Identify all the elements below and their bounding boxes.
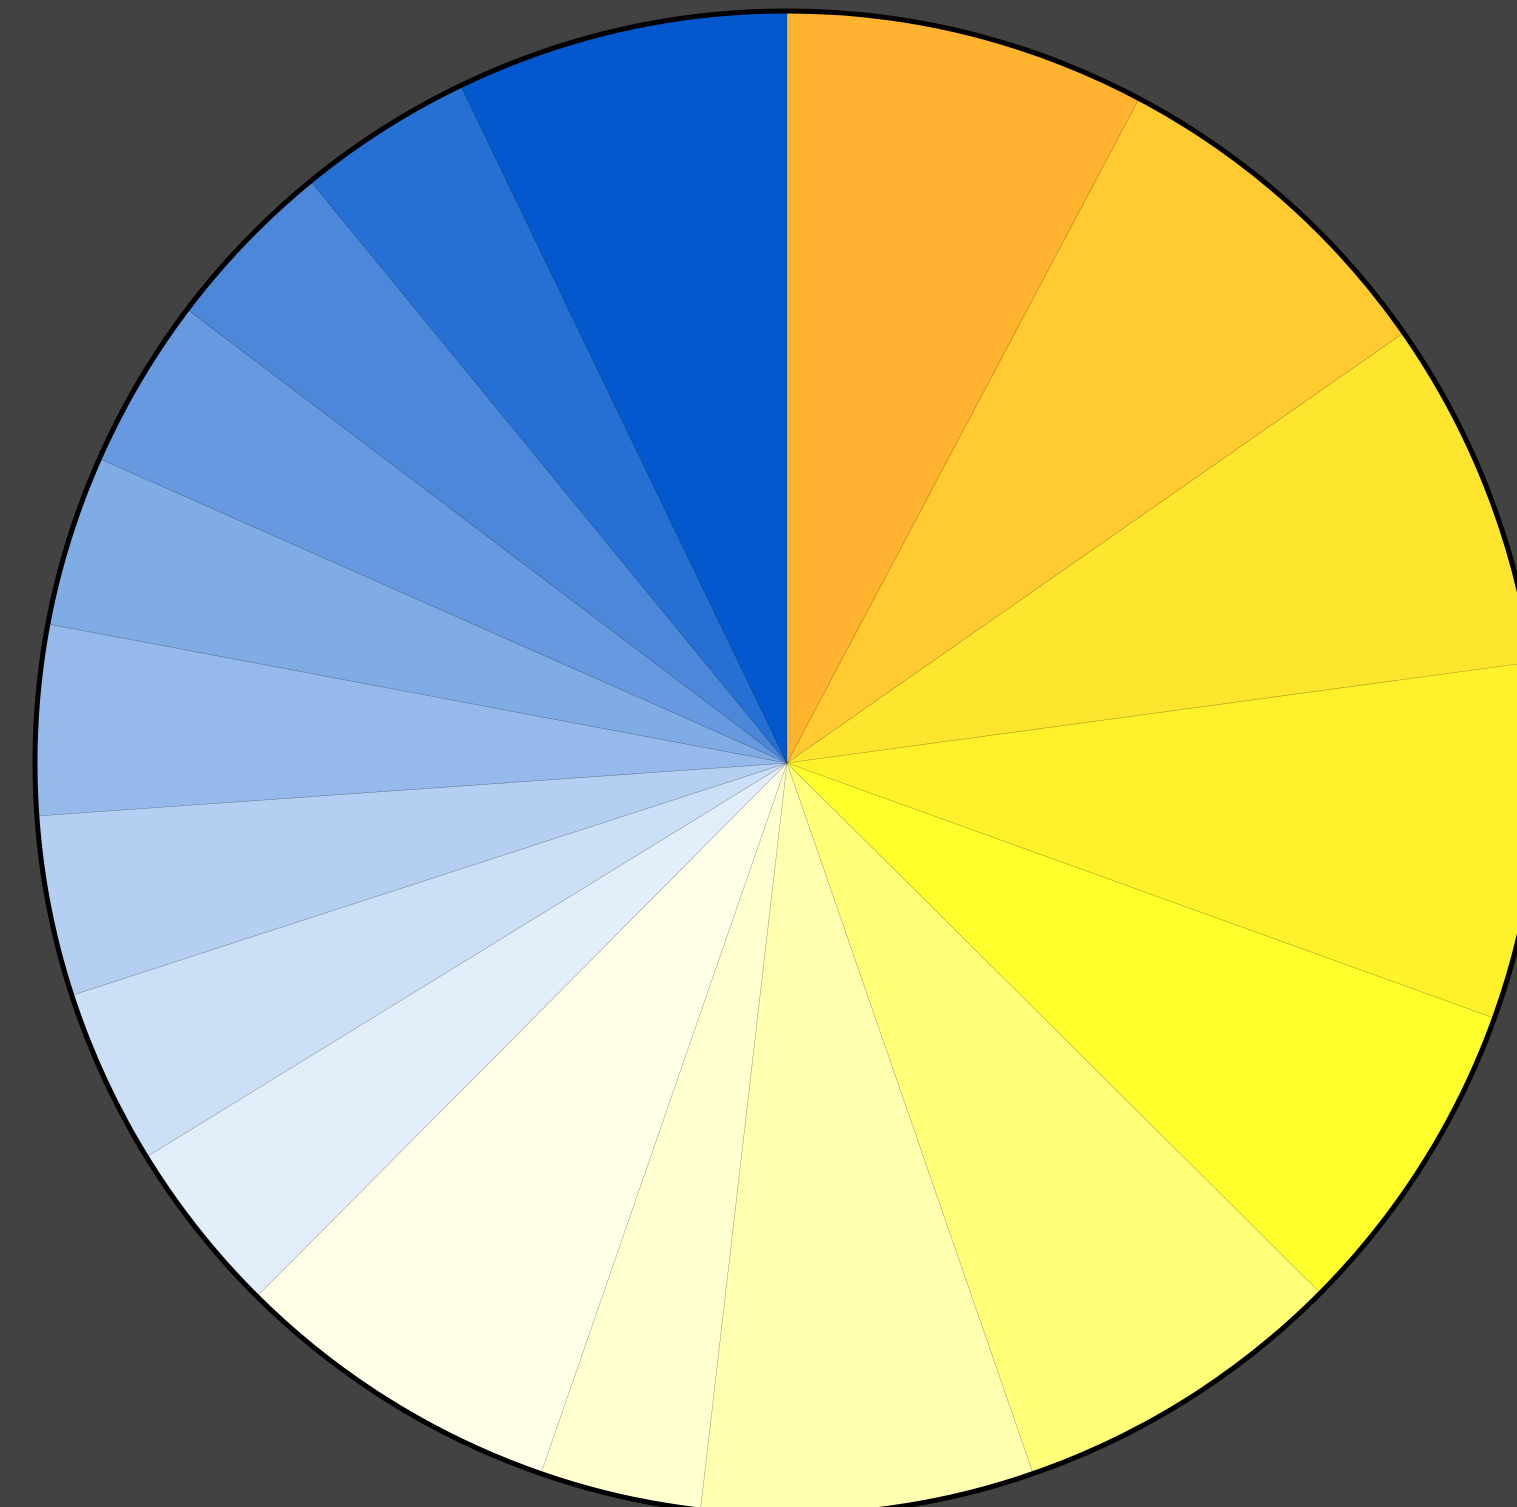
slices-layer [34,10,1517,1507]
pie-outline [32,8,1517,1507]
